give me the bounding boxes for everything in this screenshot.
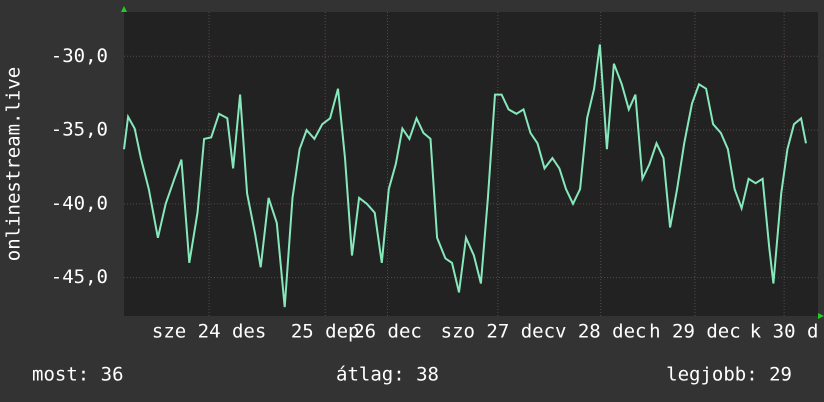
x-tick-label: szo 27 dec bbox=[441, 321, 555, 343]
x-tick-label: sze 24 des bbox=[152, 321, 266, 343]
stat-average: átlag: 38 bbox=[336, 364, 439, 386]
x-tick-label: 26 dec bbox=[353, 321, 422, 343]
axis-arrow bbox=[818, 313, 824, 319]
x-tick-label: 25 dep bbox=[291, 321, 360, 343]
x-tick-label: v 28 dec bbox=[555, 321, 647, 343]
plot-area bbox=[124, 12, 818, 316]
axis-arrow bbox=[121, 6, 127, 12]
y-tick-label: -40,0 bbox=[51, 192, 108, 214]
y-tick-label: -45,0 bbox=[51, 266, 108, 288]
x-tick-label: h 29 dec bbox=[649, 321, 741, 343]
y-axis-title: onlinestream.live bbox=[3, 67, 25, 261]
y-tick-label: -30,0 bbox=[51, 45, 108, 67]
stat-best: legjobb: 29 bbox=[666, 364, 792, 386]
data-line bbox=[123, 44, 807, 308]
stat-current: most: 36 bbox=[32, 364, 124, 386]
x-tick-label: k 30 d bbox=[750, 321, 819, 343]
y-tick-label: -35,0 bbox=[51, 119, 108, 141]
